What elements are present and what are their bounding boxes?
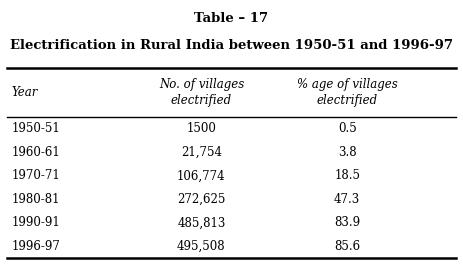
Text: 18.5: 18.5 <box>334 169 360 182</box>
Text: Table – 17: Table – 17 <box>194 12 269 25</box>
Text: Year: Year <box>12 86 38 99</box>
Text: 83.9: 83.9 <box>334 216 360 229</box>
Text: 1990-91: 1990-91 <box>12 216 60 229</box>
Text: 1950-51: 1950-51 <box>12 122 60 135</box>
Text: 1996-97: 1996-97 <box>12 240 61 253</box>
Text: 495,508: 495,508 <box>177 240 226 253</box>
Text: 21,754: 21,754 <box>181 146 222 159</box>
Text: 85.6: 85.6 <box>334 240 360 253</box>
Text: No. of villages
electrified: No. of villages electrified <box>159 78 244 107</box>
Text: 1970-71: 1970-71 <box>12 169 60 182</box>
Text: 47.3: 47.3 <box>334 193 360 206</box>
Text: 485,813: 485,813 <box>177 216 225 229</box>
Text: 106,774: 106,774 <box>177 169 226 182</box>
Text: 0.5: 0.5 <box>338 122 357 135</box>
Text: 1980-81: 1980-81 <box>12 193 60 206</box>
Text: 1500: 1500 <box>187 122 216 135</box>
Text: 1960-61: 1960-61 <box>12 146 60 159</box>
Text: 3.8: 3.8 <box>338 146 357 159</box>
Text: 272,625: 272,625 <box>177 193 225 206</box>
Text: Electrification in Rural India between 1950-51 and 1996-97: Electrification in Rural India between 1… <box>10 39 453 52</box>
Text: % age of villages
electrified: % age of villages electrified <box>297 78 398 107</box>
